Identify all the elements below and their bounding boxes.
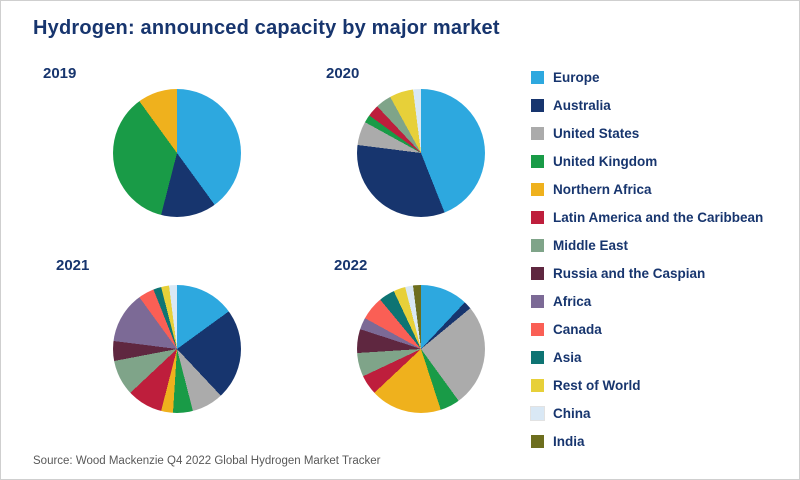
pie-year-label-2021: 2021 [56, 257, 90, 274]
legend-label: Africa [553, 293, 592, 309]
legend-item: Asia [531, 343, 763, 371]
legend-item: United States [531, 119, 763, 147]
legend-item: United Kingdom [531, 147, 763, 175]
legend-label: United Kingdom [553, 153, 658, 169]
legend-item: Latin America and the Caribbean [531, 203, 763, 231]
legend-item: Australia [531, 91, 763, 119]
legend-swatch-icon [531, 182, 544, 196]
legend-label: Russia and the Caspian [553, 265, 706, 281]
legend-swatch-icon [531, 154, 544, 168]
pie-year-label-2020: 2020 [326, 65, 360, 82]
pie-chart-2020 [357, 89, 485, 217]
legend-swatch-icon [531, 70, 544, 84]
legend-item: Russia and the Caspian [531, 259, 763, 287]
legend-swatch-icon [531, 322, 544, 336]
legend-swatch-icon [531, 126, 544, 140]
legend-swatch-icon [531, 294, 544, 308]
legend-swatch-icon [530, 405, 545, 421]
legend-item: Europe [531, 63, 763, 91]
legend-item: Rest of World [531, 371, 763, 399]
chart-legend: Europe Australia United States United Kingd… [530, 63, 763, 455]
page-title: Hydrogen: announced capacity by major ma… [33, 17, 500, 39]
legend-item: Canada [531, 315, 763, 343]
legend-item: Northern Africa [531, 175, 763, 203]
pie-chart-2022 [357, 285, 485, 413]
legend-swatch-icon [531, 378, 544, 392]
pie-year-label-2019: 2019 [43, 65, 77, 82]
legend-label: India [553, 433, 585, 449]
legend-swatch-icon [531, 266, 544, 280]
legend-swatch-icon [531, 434, 544, 448]
legend-label: Middle East [553, 237, 629, 253]
legend-label: Rest of World [553, 377, 641, 393]
legend-swatch-icon [531, 350, 544, 364]
legend-item: India [531, 427, 763, 455]
legend-item: China [530, 399, 763, 427]
source-note: Source: Wood Mackenzie Q4 2022 Global Hy… [33, 455, 381, 467]
legend-label: Australia [553, 97, 611, 113]
legend-item: Middle East [531, 231, 763, 259]
legend-label: China [553, 405, 591, 421]
legend-label: Latin America and the Caribbean [553, 209, 764, 225]
legend-label: Canada [553, 321, 602, 337]
legend-label: United States [553, 125, 640, 141]
legend-label: Northern Africa [553, 181, 652, 197]
legend-label: Asia [553, 349, 582, 365]
legend-item: Africa [531, 287, 763, 315]
pie-chart-2019 [113, 89, 241, 217]
legend-swatch-icon [531, 98, 544, 112]
pie-chart-2021 [113, 285, 241, 413]
pie-year-label-2022: 2022 [334, 257, 368, 274]
legend-swatch-icon [531, 210, 544, 224]
legend-label: Europe [553, 69, 600, 85]
legend-swatch-icon [531, 238, 544, 252]
